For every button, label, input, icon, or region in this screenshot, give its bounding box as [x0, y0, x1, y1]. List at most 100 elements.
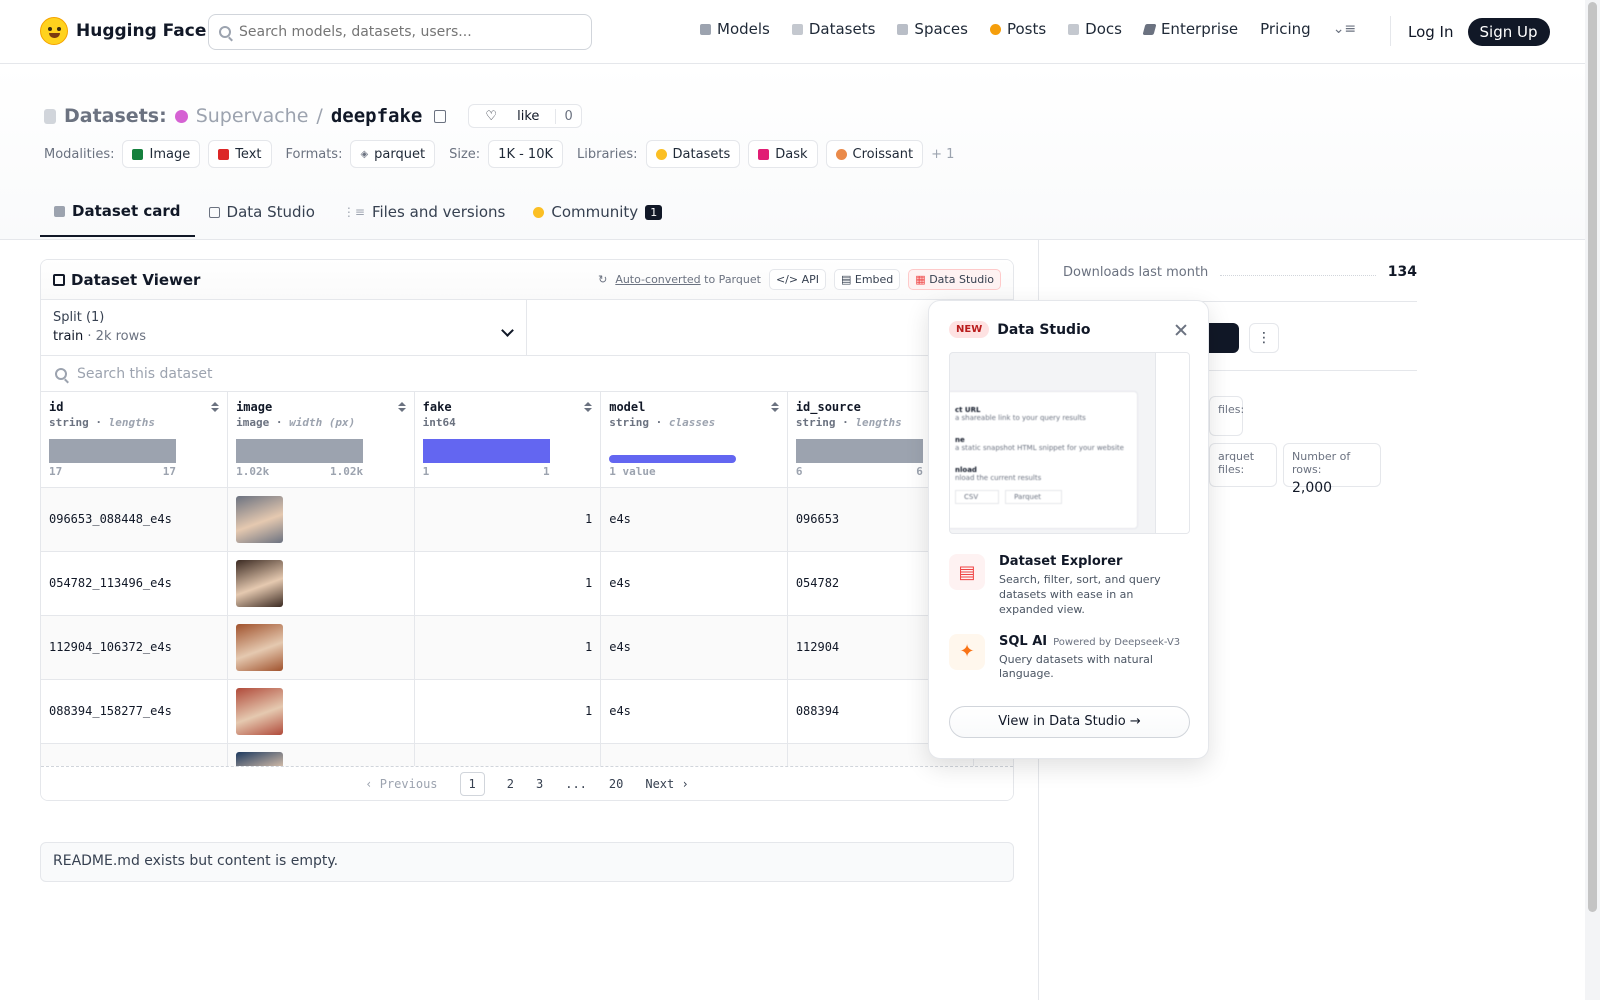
image-thumbnail[interactable]: [236, 559, 284, 607]
like-button[interactable]: ♡ like 0: [468, 104, 582, 128]
split-row: Split (1) train · 2k rows: [41, 300, 1013, 356]
cell-id[interactable]: 112904_106372_e4s: [41, 615, 229, 680]
tab-data-studio[interactable]: Data Studio: [195, 192, 329, 237]
cell-id[interactable]: 054782_113496_e4s: [41, 551, 229, 616]
column-histogram-bar[interactable]: [609, 455, 737, 463]
column-histogram-bar[interactable]: [422, 439, 550, 463]
studio-label: Data Studio: [929, 273, 994, 286]
global-search-input[interactable]: [239, 24, 569, 40]
image-thumbnail[interactable]: [236, 495, 284, 543]
brand-logo[interactable]: Hugging Face: [40, 17, 206, 45]
nav-posts[interactable]: Posts: [989, 20, 1046, 38]
text-icon: [218, 148, 230, 160]
column-header-fake[interactable]: fake int64 1 1: [414, 392, 602, 488]
tag-text[interactable]: Text: [208, 140, 272, 168]
copy-icon[interactable]: [434, 109, 447, 123]
cell-model[interactable]: e4s: [600, 487, 788, 552]
login-link[interactable]: Log In: [1408, 23, 1454, 41]
cell-fake[interactable]: 1: [414, 551, 602, 616]
nav-models[interactable]: Models: [700, 20, 770, 38]
cell-id[interactable]: 096653_088448_e4s: [41, 487, 229, 552]
cell-fake[interactable]: 1: [414, 487, 602, 552]
auth-links: Log In Sign Up: [1408, 18, 1550, 46]
nav-docs[interactable]: Docs: [1068, 20, 1122, 38]
page-scrollbar[interactable]: [1585, 0, 1600, 1000]
like-text: like: [517, 108, 540, 124]
signup-button[interactable]: Sign Up: [1467, 18, 1550, 46]
cube-icon: [700, 23, 711, 35]
nav-spaces[interactable]: Spaces: [897, 20, 968, 38]
sort-icon[interactable]: [770, 402, 779, 412]
cell-image[interactable]: [227, 487, 415, 552]
more-options-button[interactable]: ⋮: [1249, 323, 1279, 353]
cell-fake[interactable]: 1: [414, 615, 602, 680]
sort-icon[interactable]: [584, 402, 593, 412]
cell-image[interactable]: [227, 551, 415, 616]
column-range: 17 17: [49, 465, 176, 478]
page-3[interactable]: 3: [535, 776, 544, 791]
tag-datasets-lib[interactable]: Datasets: [645, 140, 741, 168]
api-button[interactable]: </> API: [768, 269, 826, 290]
sort-icon[interactable]: [397, 402, 406, 412]
split-selector[interactable]: Split (1) train · 2k rows: [41, 300, 527, 355]
feature-dataset-explorer: ▤ Dataset Explorer Search, filter, sort,…: [949, 554, 1188, 618]
sort-icon[interactable]: [211, 402, 220, 412]
split-value: train: [53, 329, 84, 344]
cell-model[interactable]: e4s: [600, 679, 788, 744]
datasets-label[interactable]: Datasets:: [64, 105, 167, 127]
table-row[interactable]: 054782_113496_e4s1e4s054782113496: [41, 551, 1013, 616]
tab-files-versions[interactable]: ⋮≡ Files and versions: [329, 192, 520, 237]
search-icon: [55, 367, 67, 380]
tab-dataset-card[interactable]: Dataset card: [40, 192, 195, 237]
cell-image[interactable]: [227, 679, 415, 744]
use-dataset-button[interactable]: [1209, 323, 1239, 353]
column-histogram-bar[interactable]: [795, 439, 923, 463]
formats-label: Formats:: [285, 146, 343, 162]
tab-community[interactable]: Community 1: [519, 192, 676, 237]
table-row[interactable]: 088394_158277_e4s1e4s088394158277: [41, 679, 1013, 744]
nav-datasets[interactable]: Datasets: [791, 20, 875, 38]
nav-more-menu[interactable]: ⌄≡: [1333, 21, 1356, 37]
cell-fake[interactable]: 1: [414, 679, 602, 744]
previous-button[interactable]: ‹ Previous: [365, 776, 438, 791]
page-1[interactable]: 1: [459, 771, 485, 796]
cell-image[interactable]: [227, 615, 415, 680]
image-thumbnail[interactable]: [236, 623, 284, 671]
column-header-image[interactable]: image image · width (px) 1.02k 1.02k: [227, 392, 415, 488]
view-in-data-studio-button[interactable]: View in Data Studio →: [949, 706, 1190, 738]
scrollbar-thumb[interactable]: [1588, 2, 1597, 912]
column-max: 17: [162, 465, 176, 478]
tag-dask[interactable]: Dask: [748, 140, 818, 168]
tag-size[interactable]: 1K - 10K: [488, 140, 563, 168]
data-studio-button[interactable]: ▦ Data Studio: [908, 269, 1001, 290]
column-header-id[interactable]: id string · lengths 17 17: [41, 392, 229, 488]
cell-id[interactable]: 088394_158277_e4s: [41, 679, 229, 744]
close-icon[interactable]: [1174, 323, 1188, 337]
column-histogram-bar[interactable]: [236, 439, 364, 463]
global-search[interactable]: [208, 14, 592, 50]
owner-link[interactable]: Supervache: [195, 105, 309, 127]
tag-croissant[interactable]: Croissant: [825, 140, 924, 168]
dataset-search[interactable]: Search this dataset: [41, 356, 1013, 392]
more-libraries[interactable]: + 1: [931, 146, 955, 162]
embed-button[interactable]: ▤ Embed: [833, 269, 901, 290]
page-20[interactable]: 20: [608, 776, 624, 791]
next-button[interactable]: Next ›: [645, 776, 689, 791]
tag-image[interactable]: Image: [122, 140, 201, 168]
nav-label: Pricing: [1260, 20, 1311, 38]
nav-pricing[interactable]: Pricing: [1260, 20, 1311, 38]
column-header-model[interactable]: model string · classes 1 value: [600, 392, 788, 488]
column-histogram-bar[interactable]: [49, 439, 176, 463]
auto-converted-link[interactable]: Auto-converted to Parquet: [615, 273, 761, 286]
nav-enterprise[interactable]: Enterprise: [1142, 20, 1238, 38]
cell-model[interactable]: e4s: [600, 551, 788, 616]
image-thumbnail[interactable]: [236, 687, 284, 735]
page-2[interactable]: 2: [506, 776, 514, 791]
table-row[interactable]: 096653_088448_e4s1e4s096653088448: [41, 487, 1013, 552]
tag-parquet[interactable]: ◈ parquet: [350, 140, 436, 168]
dataset-name[interactable]: deepfake: [330, 105, 423, 127]
cell-model[interactable]: e4s: [600, 615, 788, 680]
preview-csv: CSV: [955, 490, 1000, 504]
table-row[interactable]: 112904_106372_e4s1e4s112904106372: [41, 615, 1013, 680]
column-name: id_source: [795, 400, 861, 414]
